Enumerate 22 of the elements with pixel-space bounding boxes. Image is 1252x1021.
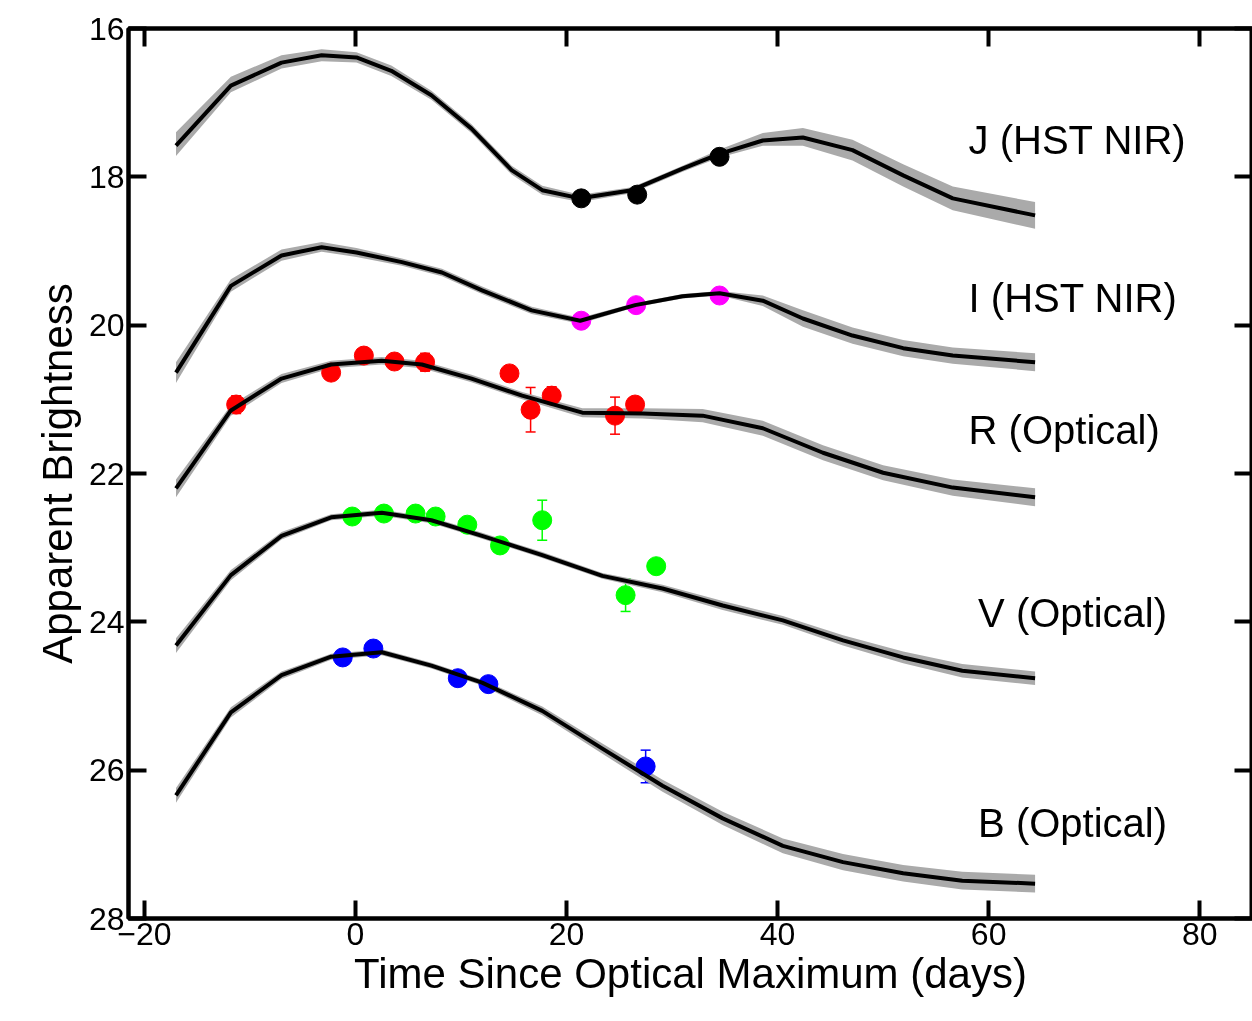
x-axis-title: Time Since Optical Maximum (days) [354,949,1027,997]
y-axis-title: Apparent Brightness [33,283,81,664]
x-tick-label: 80 [1181,915,1218,952]
series-label: J (HST NIR) [968,118,1186,163]
y-tick-label: 22 [88,455,125,492]
y-tick-label: 26 [88,752,125,789]
x-tick-label: 40 [759,915,796,952]
y-tick-label: 24 [88,603,125,640]
x-tick-label: 20 [548,915,585,952]
series-label: B (Optical) [978,800,1168,845]
y-tick-label: 20 [88,307,125,344]
point [646,556,667,577]
x-tick-label: 60 [970,915,1007,952]
y-tick-label: 16 [88,10,125,47]
point [615,585,636,606]
legend-label: I (HST NIR) [968,275,1177,320]
y-tick-label: 18 [88,158,125,195]
x-tick-label: 0 [346,915,365,952]
series-label: R (Optical) [968,407,1160,452]
point [532,510,553,531]
point [520,399,541,420]
legend-label: V (Optical) [978,590,1168,635]
